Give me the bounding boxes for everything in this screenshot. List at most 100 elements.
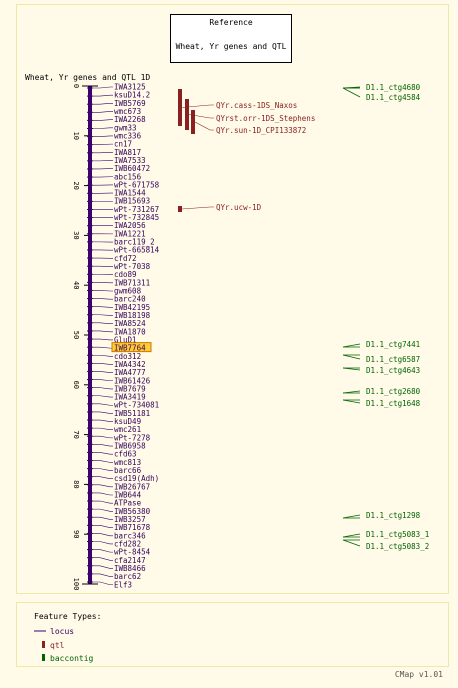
locus-label[interactable]: GluD1 [114,335,137,344]
locus-connector [93,573,113,577]
qtl-label[interactable]: QYr.cass-1DS_Naxos [216,101,297,110]
baccontig-label[interactable]: D1.1_ctg5083_1 [366,530,429,539]
locus-label[interactable]: IWA2268 [114,115,146,124]
locus-label[interactable]: wPt-7038 [114,262,151,271]
reference-map-name[interactable]: Wheat, Yr genes and QTL [176,42,287,51]
locus-label[interactable]: IWB5769 [114,99,146,108]
baccontig-label[interactable]: D1.1_ctg4643 [366,366,420,375]
locus-label[interactable]: wPt-732845 [114,213,159,222]
locus-label[interactable]: IWA4777 [114,368,146,377]
ruler-tick-label: 100 [72,578,80,591]
locus-label[interactable]: cfa2147 [114,556,146,565]
locus-label[interactable]: IWA1221 [114,229,146,238]
qtl-label[interactable]: QYr.sun-1D_CPI133872 [216,126,306,135]
locus-label[interactable]: gwm608 [114,287,142,296]
locus-label[interactable]: barc62 [114,572,141,581]
locus-label[interactable]: barc346 [114,531,146,540]
baccontig-label[interactable]: D1.1_ctg4584 [366,93,421,102]
locus-connector [93,468,113,471]
locus-label[interactable]: IWB51181 [114,409,150,418]
locus-label[interactable]: IWB3257 [114,515,146,524]
locus-connector [93,444,113,447]
baccontig-label[interactable]: D1.1_ctg5083_2 [366,542,429,551]
locus-label[interactable]: IWB7764 [114,344,146,353]
locus-connector [93,427,113,431]
baccontig-label[interactable]: D1.1_ctg2680 [366,387,421,396]
locus-label[interactable]: IWB15693 [114,197,150,206]
locus-label[interactable]: ATPase [114,499,142,508]
locus-label[interactable]: wPt-665814 [114,246,160,255]
locus-label[interactable]: barc240 [114,295,146,304]
baccontig-connector [342,399,361,404]
locus-label[interactable]: IWB8466 [114,564,146,573]
locus-label[interactable]: Elf3 [114,580,132,589]
locus-connector [93,549,113,553]
qtl-bar[interactable] [185,99,189,130]
locus-label[interactable]: cfd72 [114,254,137,263]
locus-label[interactable]: wmc336 [114,131,142,140]
locus-label[interactable]: wPt-671758 [114,180,160,189]
locus-label[interactable]: barc66 [114,466,142,475]
locus-label[interactable]: IWA7533 [114,156,146,165]
locus-label[interactable]: IWB6958 [114,442,146,451]
map-title[interactable]: Wheat, Yr genes and QTL 1D [25,73,150,82]
locus-label[interactable]: IWA3125 [114,83,146,92]
locus-connector [93,298,113,300]
locus-label[interactable]: cdo312 [114,352,141,361]
locus-label[interactable]: barc119_2 [114,238,155,247]
ruler-tick-label: 30 [72,231,80,239]
locus-label[interactable]: csd19(Adh) [114,474,159,483]
locus-connector [93,354,113,357]
locus-label[interactable]: IWA1870 [114,327,146,336]
locus-label[interactable]: IWB61426 [114,376,151,385]
locus-label[interactable]: cn17 [114,140,132,149]
locus-label[interactable]: wmc673 [114,107,141,116]
locus-label[interactable]: IWB7679 [114,384,146,393]
locus-label[interactable]: wPt-8454 [114,548,151,557]
locus-label[interactable]: IWA1544 [114,189,146,198]
locus-label[interactable]: wPt-734081 [114,401,159,410]
locus-label[interactable]: IWB42195 [114,303,150,312]
locus-label[interactable]: IWB18198 [114,311,151,320]
locus-label[interactable]: IWA2056 [114,221,146,230]
legend-frame [16,602,449,667]
locus-label[interactable]: ksuD14.2 [114,91,150,100]
locus-label[interactable]: wmc813 [114,458,141,467]
locus-label[interactable]: gwm33 [114,123,137,132]
locus-label[interactable]: wPt-7278 [114,433,151,442]
baccontig-label[interactable]: D1.1_ctg4680 [366,83,421,92]
locus-label[interactable]: wPt-731267 [114,205,159,214]
qtl-label[interactable]: QYr.ucw-1D [216,203,262,212]
locus-label[interactable]: IWA4342 [114,360,146,369]
legend-item-qtl: qtl [50,641,65,650]
locus-label[interactable]: IWA8524 [114,319,146,328]
locus-label[interactable]: cdo89 [114,270,137,279]
locus-label[interactable]: IWB60472 [114,164,150,173]
qtl-label[interactable]: QYrst.orr-1DS_Stephens [216,114,315,123]
baccontig-label[interactable]: D1.1_ctg1298 [366,511,421,520]
locus-connector [93,541,113,545]
qtl-bar[interactable] [191,110,195,134]
locus-label[interactable]: IWB56380 [114,507,151,516]
locus-label[interactable]: cfd63 [114,450,137,459]
baccontig-label[interactable]: D1.1_ctg7441 [366,340,420,349]
baccontig-label[interactable]: D1.1_ctg6587 [366,355,420,364]
qtl-connector [194,121,214,131]
qtl-bar[interactable] [178,89,182,126]
locus-label[interactable]: abc156 [114,172,142,181]
locus-connector [93,460,113,463]
locus-label[interactable]: IWB71678 [114,523,151,532]
locus-label[interactable]: IWB644 [114,491,142,500]
baccontig-label[interactable]: D1.1_ctg1648 [366,399,421,408]
locus-label[interactable]: cfd282 [114,539,141,548]
qtl-bar[interactable] [178,206,182,212]
locus-label[interactable]: wmc261 [114,425,141,434]
locus-label[interactable]: IWA3419 [114,393,146,402]
locus-label[interactable]: IWB71311 [114,278,150,287]
locus-label[interactable]: IWB26767 [114,482,150,491]
locus-connector [93,492,113,496]
locus-label[interactable]: IWA817 [114,148,141,157]
baccontig-connector [342,514,361,519]
locus-connector [93,346,113,349]
locus-label[interactable]: ksuD49 [114,417,141,426]
